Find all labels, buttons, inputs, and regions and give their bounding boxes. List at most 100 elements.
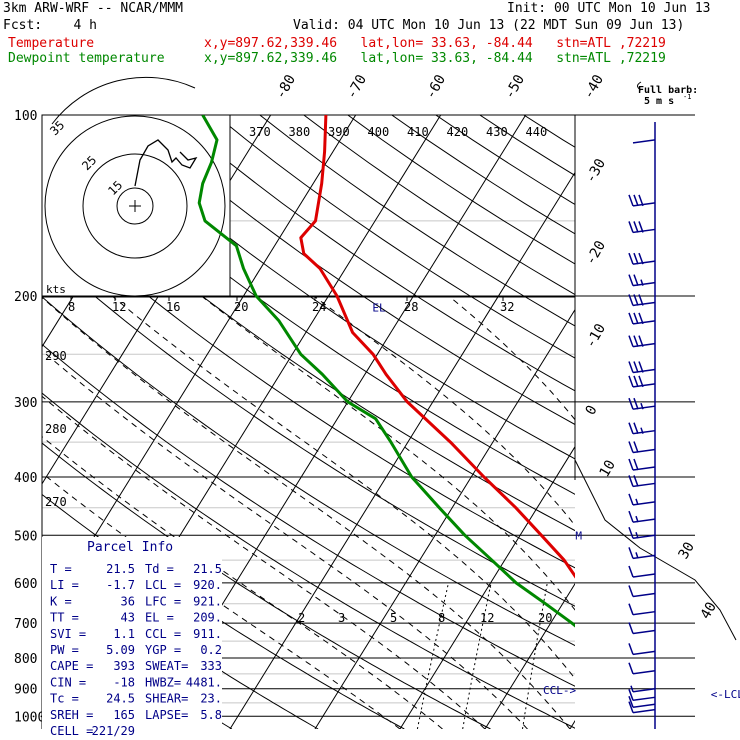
dewpoint-location: x,y=897.62,339.46 lat,lon= 33.63, -84.44… [204, 51, 666, 66]
hodograph-speed-label: 20 [234, 300, 248, 314]
dry-adiabat [83, 115, 575, 460]
parcel-info-box: Parcel Info T = 21.5 Td = 21.5 LI = -1.7 LCL = 9… [42, 537, 222, 738]
parcel-info-key: Tc = [50, 692, 79, 706]
wind-barbs [628, 122, 656, 729]
wind-barb-flag [638, 335, 644, 347]
wind-barb-flag [633, 194, 639, 207]
wind-barb-shaft [632, 466, 656, 471]
wind-barb-flag [633, 274, 639, 286]
dry-adiabat [42, 296, 575, 647]
pressure-label-800: 800 [14, 652, 37, 667]
parcel-path [668, 694, 680, 709]
mixing-ratio-label: 12 [480, 611, 494, 625]
wind-barb-shaft [632, 260, 656, 265]
parcel-info-key: LFC = [145, 594, 181, 608]
theta-label: 420 [447, 125, 469, 139]
hodograph-ring-35 [51, 76, 196, 125]
wind-barb-shaft [632, 696, 656, 702]
wind-barb-flag [633, 375, 639, 388]
parcel-info-value: 23. [200, 692, 222, 706]
temperature-location: x,y=897.62,339.46 lat,lon= 33.63, -84.44… [204, 36, 666, 51]
dry-adiabat [42, 204, 575, 569]
pressure-label-400: 400 [14, 471, 37, 486]
parcel-info-key: TT = [50, 611, 79, 625]
wind-barb [628, 335, 656, 348]
dry-adiabat [347, 115, 575, 265]
wind-barb-flag [628, 422, 634, 434]
wind-barb [628, 458, 656, 471]
moist-adiabat [448, 295, 575, 421]
parcel-info-value: 921. [193, 594, 222, 608]
wind-barb [628, 603, 656, 616]
parcel-info-value: -18 [113, 675, 135, 689]
annotation-label: EL [372, 301, 386, 314]
wind-barb-shaft [632, 610, 656, 616]
wind-barb-flag [633, 397, 639, 410]
wind-barb-flag [638, 252, 644, 265]
wind-barb-half-flag [630, 685, 634, 692]
wind-barb [628, 493, 656, 506]
mixing-ratio-label: 3 [338, 611, 345, 625]
barb-legend-unit-exponent: -1 [683, 93, 691, 101]
annotations: EL M CCL-> <-LCL <-LFC [372, 301, 740, 700]
moist-adiabat [111, 295, 575, 680]
wind-barb-flag [628, 585, 634, 597]
mixing-ratio-line [581, 583, 602, 729]
wind-barb [628, 194, 656, 207]
hodograph-trace [134, 139, 198, 187]
isotherm-label: -50 [502, 72, 529, 102]
barb-legend: Full barb: 5 m s -1 [637, 81, 698, 107]
profiles [197, 115, 680, 709]
wind-barb-flag [628, 441, 634, 453]
parcel-info-value: 1.1 [113, 627, 135, 641]
wind-barb-shaft [632, 429, 656, 435]
wind-barb-shaft [632, 448, 656, 454]
wind-barb-half-flag [635, 498, 639, 506]
wind-barb-shaft [632, 573, 656, 578]
mixing-ratio-line [522, 582, 548, 729]
wind-barb-half-flag [635, 552, 639, 559]
dry-adiabat [42, 343, 575, 687]
wind-barb [628, 510, 656, 523]
wind-barb [628, 527, 656, 540]
wind-barb-shaft [632, 688, 656, 693]
isotherm-label: -70 [344, 72, 371, 102]
wind-barb [628, 695, 656, 708]
dry-adiabat [523, 115, 575, 148]
parcel-info-key: HWBZ= [145, 675, 181, 689]
wind-barb-shaft [632, 342, 656, 348]
parcel-info-key: CIN = [50, 675, 86, 689]
wind-barb-flag [628, 221, 634, 233]
wind-barb-flag [628, 475, 634, 487]
model-title: 3km ARW-WRF -- NCAR/MMM [3, 1, 184, 16]
wind-barb [628, 397, 656, 410]
theta-label: 370 [249, 125, 271, 139]
parcel-info-value: 221/29 [92, 724, 135, 738]
theta-label: 380 [289, 125, 311, 139]
parcel-info-value: 165 [113, 708, 135, 722]
pressure-label-700: 700 [14, 617, 37, 632]
hodograph-speed-label: 12 [112, 300, 126, 314]
wind-barb-shaft [632, 482, 656, 488]
wind-barb-flag [633, 252, 639, 265]
parcel-info-background [42, 537, 222, 729]
parcel-info-key: SHEAR= [145, 692, 188, 706]
dry-adiabat [259, 115, 575, 327]
wind-barb-flag [628, 527, 634, 539]
parcel-info-value: 43 [121, 611, 135, 625]
wind-barb [628, 252, 656, 265]
wind-barb [628, 375, 656, 388]
wind-barb-shaft [632, 320, 656, 325]
isotherm [0, 115, 16, 729]
wind-barb-flag [638, 375, 644, 388]
dewpoint-profile [197, 115, 575, 628]
barb-legend-value: 5 m s [644, 96, 674, 107]
isotherm-label: -60 [423, 72, 450, 102]
wind-barb-shaft [632, 139, 656, 144]
wind-barb-flag [638, 294, 644, 306]
init-time: Init: 00 UTC Mon 10 Jun 13 [507, 1, 711, 16]
isotherm-label: -10 [583, 321, 610, 351]
annotation-label: M [575, 529, 582, 542]
temperature-profile [299, 115, 575, 579]
theta-left-label: 270 [45, 495, 67, 509]
